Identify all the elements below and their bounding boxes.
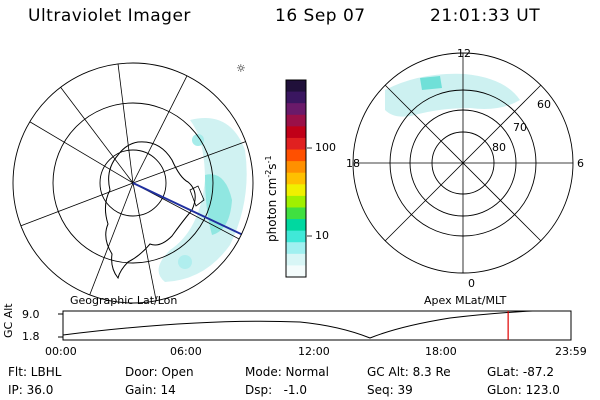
- colorbar-swatch: [286, 207, 306, 220]
- orbit-track: [132, 182, 253, 244]
- aurora-emission-right: [385, 73, 520, 117]
- left-panel-title: Geographic Lat/Lon: [70, 294, 178, 307]
- glon-info: GLon: 123.0: [487, 383, 560, 397]
- gcalt-info: GC Alt: 8.3 Re: [367, 365, 451, 379]
- colorbar-tick-100: 100: [315, 141, 336, 154]
- colorbar-swatch: [286, 265, 306, 278]
- colorbar-swatch: [286, 161, 306, 174]
- polar-label-right: 6: [577, 157, 584, 170]
- filter-info: Flt: LBHL: [8, 365, 62, 379]
- date-label: 16 Sep 07: [275, 6, 366, 26]
- polar-plot: [352, 52, 574, 274]
- colorbar-swatch: [286, 219, 306, 232]
- altitude-curve: [63, 311, 545, 339]
- colorbar-swatch: [286, 126, 306, 139]
- polar-ring-70: 70: [513, 121, 527, 134]
- time-label: 21:01:33 UT: [430, 6, 541, 26]
- altitude-axis-label: GC Alt: [2, 303, 15, 338]
- colorbar-swatch: [286, 172, 306, 185]
- colorbar-swatch: [286, 103, 306, 116]
- mode-info: Mode: Normal: [245, 365, 329, 379]
- colorbar-swatch: [286, 184, 306, 197]
- colorbar-swatch: [286, 253, 306, 266]
- time-tick-2: 12:00: [298, 345, 330, 358]
- polar-ring-80: 80: [492, 141, 506, 154]
- colorbar-swatch: [286, 91, 306, 104]
- aurora-emission-left: [158, 118, 247, 282]
- time-tick-0: 00:00: [45, 345, 77, 358]
- altitude-tick-high: 9.0: [22, 308, 40, 321]
- seq-info: Seq: 39: [367, 383, 413, 397]
- colorbar-swatch: [286, 195, 306, 208]
- polar-ring-60: 60: [537, 98, 551, 111]
- colorbar-swatch: [286, 230, 306, 243]
- colorbar-tick-10: 10: [315, 229, 329, 242]
- colorbar: [285, 79, 307, 278]
- coastline: [104, 141, 196, 280]
- colorbar-swatch: [286, 80, 306, 93]
- colorbar-frame: [285, 79, 307, 278]
- polar-label-left: 18: [346, 157, 360, 170]
- altitude-tick-low: 1.8: [22, 330, 40, 343]
- glat-info: GLat: -87.2: [487, 365, 554, 379]
- gain-info: Gain: 14: [125, 383, 176, 397]
- polar-label-top: 12: [457, 47, 471, 60]
- app-title: Ultraviolet Imager: [28, 6, 191, 26]
- ip-info: IP: 36.0: [8, 383, 54, 397]
- door-info: Door: Open: [125, 365, 194, 379]
- altitude-plot: [58, 310, 572, 341]
- time-tick-3: 18:00: [425, 345, 457, 358]
- geographic-map: ☼: [12, 62, 254, 304]
- colorbar-unit-label: photon cm-2s-1: [264, 155, 279, 242]
- colorbar-swatch: [286, 242, 306, 255]
- right-panel-title: Apex MLat/MLT: [424, 294, 507, 307]
- polar-label-bottom: 0: [468, 277, 475, 290]
- colorbar-swatch: [286, 137, 306, 151]
- sun-icon: ☼: [236, 62, 246, 75]
- colorbar-swatch: [286, 114, 306, 127]
- time-tick-4: 23:59: [555, 345, 587, 358]
- time-tick-1: 06:00: [170, 345, 202, 358]
- dsp-info: Dsp: -1.0: [245, 383, 308, 397]
- colorbar-swatch: [286, 149, 306, 162]
